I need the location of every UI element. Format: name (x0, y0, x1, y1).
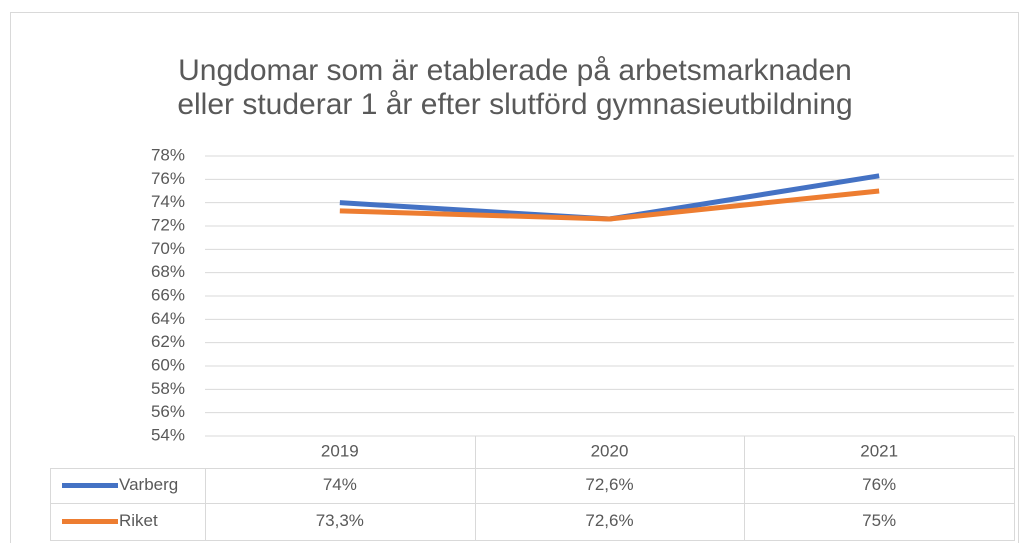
legend-label: Varberg (119, 475, 178, 494)
data-label: 73,3% (316, 511, 364, 530)
x-tick-label: 2019 (321, 441, 359, 460)
y-tick-label: 66% (151, 285, 185, 304)
y-tick-label: 72% (151, 215, 185, 234)
x-tick-label: 2020 (591, 441, 629, 460)
y-tick-label: 70% (151, 239, 185, 258)
y-tick-label: 62% (151, 332, 185, 351)
y-tick-label: 76% (151, 169, 185, 188)
y-tick-label: 54% (151, 425, 185, 444)
series-line (339, 188, 880, 222)
legend-label: Riket (119, 511, 158, 530)
chart-title: Ungdomar som är etablerade på arbetsmark… (178, 54, 852, 87)
x-tick-label: 2021 (860, 441, 898, 460)
y-tick-label: 56% (151, 402, 185, 421)
chart-border (10, 12, 1019, 543)
y-tick-label: 74% (151, 192, 185, 211)
y-tick-label: 58% (151, 379, 185, 398)
y-tick-label: 64% (151, 309, 185, 328)
data-label: 74% (323, 475, 357, 494)
data-label: 76% (862, 475, 896, 494)
y-tick-label: 60% (151, 355, 185, 374)
y-tick-label: 78% (151, 145, 185, 164)
y-tick-label: 68% (151, 262, 185, 281)
chart-title: eller studerar 1 år efter slutförd gymna… (177, 88, 852, 121)
data-label: 75% (862, 511, 896, 530)
data-label: 72,6% (585, 475, 633, 494)
data-label: 72,6% (585, 511, 633, 530)
